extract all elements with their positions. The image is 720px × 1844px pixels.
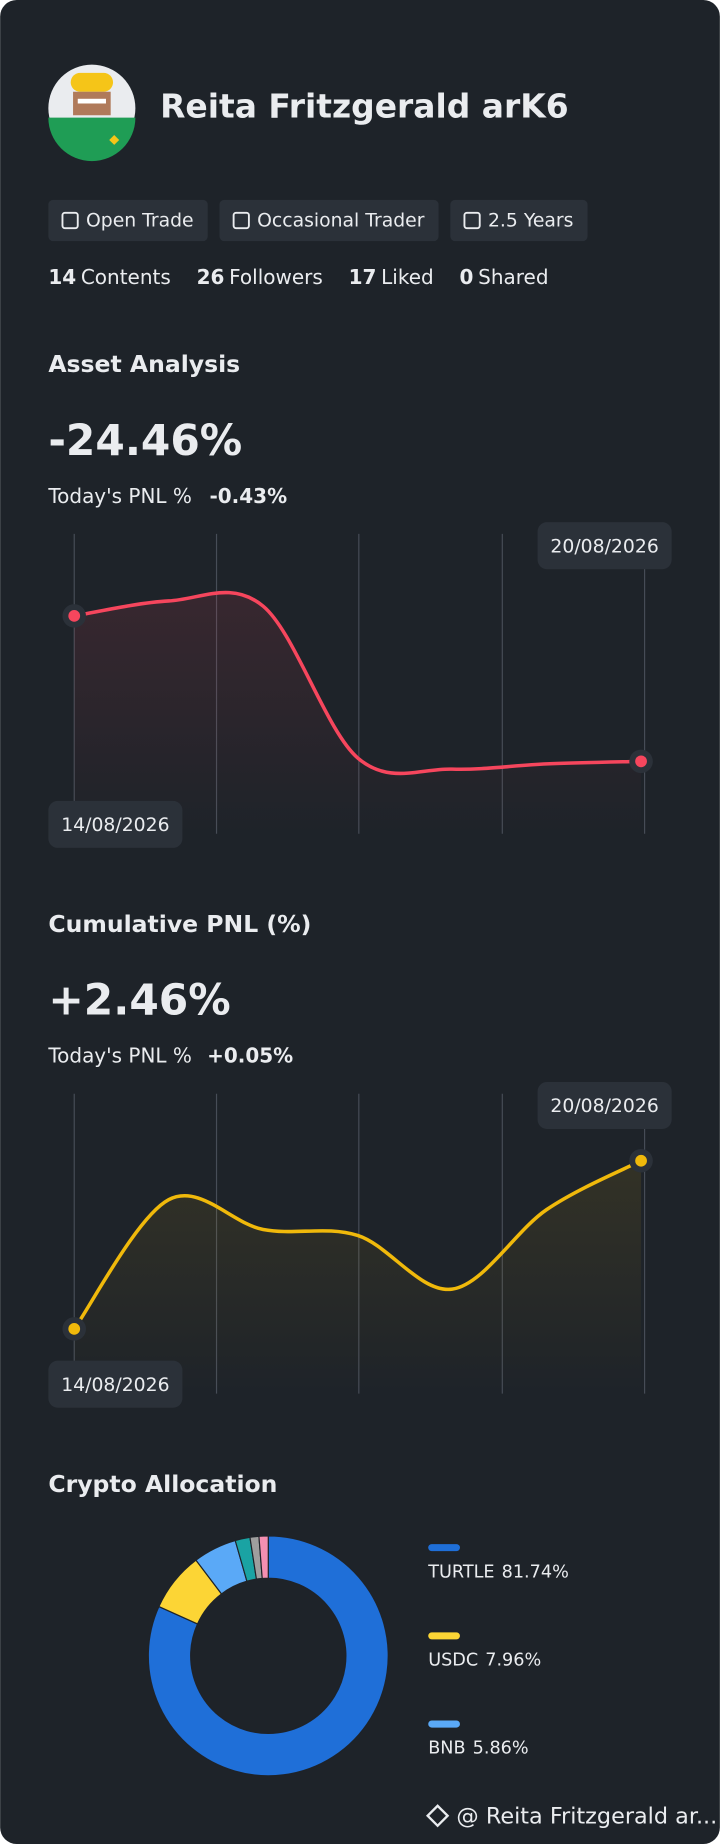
legend-name: BNB: [428, 1739, 465, 1759]
tag-label: Open Trade: [86, 211, 194, 232]
area: [74, 592, 642, 834]
tag-label: Occasional Trader: [257, 211, 425, 232]
pnl-value: +0.05%: [207, 1044, 293, 1068]
legend-name: USDC: [428, 1651, 478, 1671]
tag: [450, 199, 588, 242]
profile-name: Reita Fritzgerald arK6: [160, 87, 569, 126]
legend-swatch: [428, 1544, 460, 1552]
footer: @ Reita Fritzgerald ar...: [456, 1803, 717, 1829]
donut-slice: [147, 1535, 389, 1777]
section-title: Crypto Allocation: [48, 1470, 277, 1498]
line: [73, 590, 642, 776]
tag: [219, 199, 439, 242]
tag-icon: [61, 211, 79, 230]
pnl-label: Today's PNL %: [47, 1044, 192, 1068]
point: [635, 1154, 647, 1167]
legend-value: 7.96%: [485, 1651, 541, 1671]
date-badge: [537, 1081, 672, 1129]
stat-label: Shared: [478, 265, 548, 289]
legend-swatch: [428, 1720, 460, 1728]
section-title: Asset Analysis: [48, 350, 240, 378]
stat-label: Followers: [229, 265, 323, 289]
stat-count: 26: [197, 265, 225, 289]
legend-name: TURTLE: [427, 1562, 494, 1582]
legend-swatch: [428, 1632, 460, 1640]
point: [635, 755, 647, 768]
legend-value: 81.74%: [502, 1562, 569, 1582]
date-badge: [48, 1360, 183, 1408]
point: [68, 610, 81, 622]
date-label: 14/08/2026: [61, 1375, 169, 1396]
tag-icon: [232, 211, 250, 230]
pnl-label: Today's PNL %: [47, 484, 192, 508]
legend-value: 5.86%: [473, 1739, 529, 1759]
stat-label: Liked: [381, 265, 434, 289]
headline: -24.46%: [48, 416, 242, 465]
area: [74, 1160, 642, 1394]
stat-count: 17: [349, 265, 377, 289]
headline: +2.46%: [48, 976, 230, 1025]
stat-label: Contents: [81, 265, 171, 289]
section-title: Cumulative PNL (%): [48, 910, 311, 938]
date-label: 14/08/2026: [61, 815, 169, 836]
donut-slice: [258, 1535, 269, 1580]
date-badge: [537, 522, 672, 570]
date-badge: [48, 800, 183, 848]
avatar: [48, 64, 136, 162]
brand-icon: [425, 1804, 450, 1828]
point: [68, 1323, 81, 1335]
date-label: 20/08/2026: [550, 536, 658, 557]
stat-count: 14: [48, 265, 76, 289]
date-label: 20/08/2026: [550, 1096, 658, 1117]
tag: [48, 199, 208, 242]
pnl-value: -0.43%: [209, 484, 287, 508]
stat-count: 0: [460, 265, 474, 289]
tag-label: 2.5 Years: [488, 211, 573, 232]
line: [72, 1159, 642, 1330]
tag-icon: [463, 211, 481, 230]
